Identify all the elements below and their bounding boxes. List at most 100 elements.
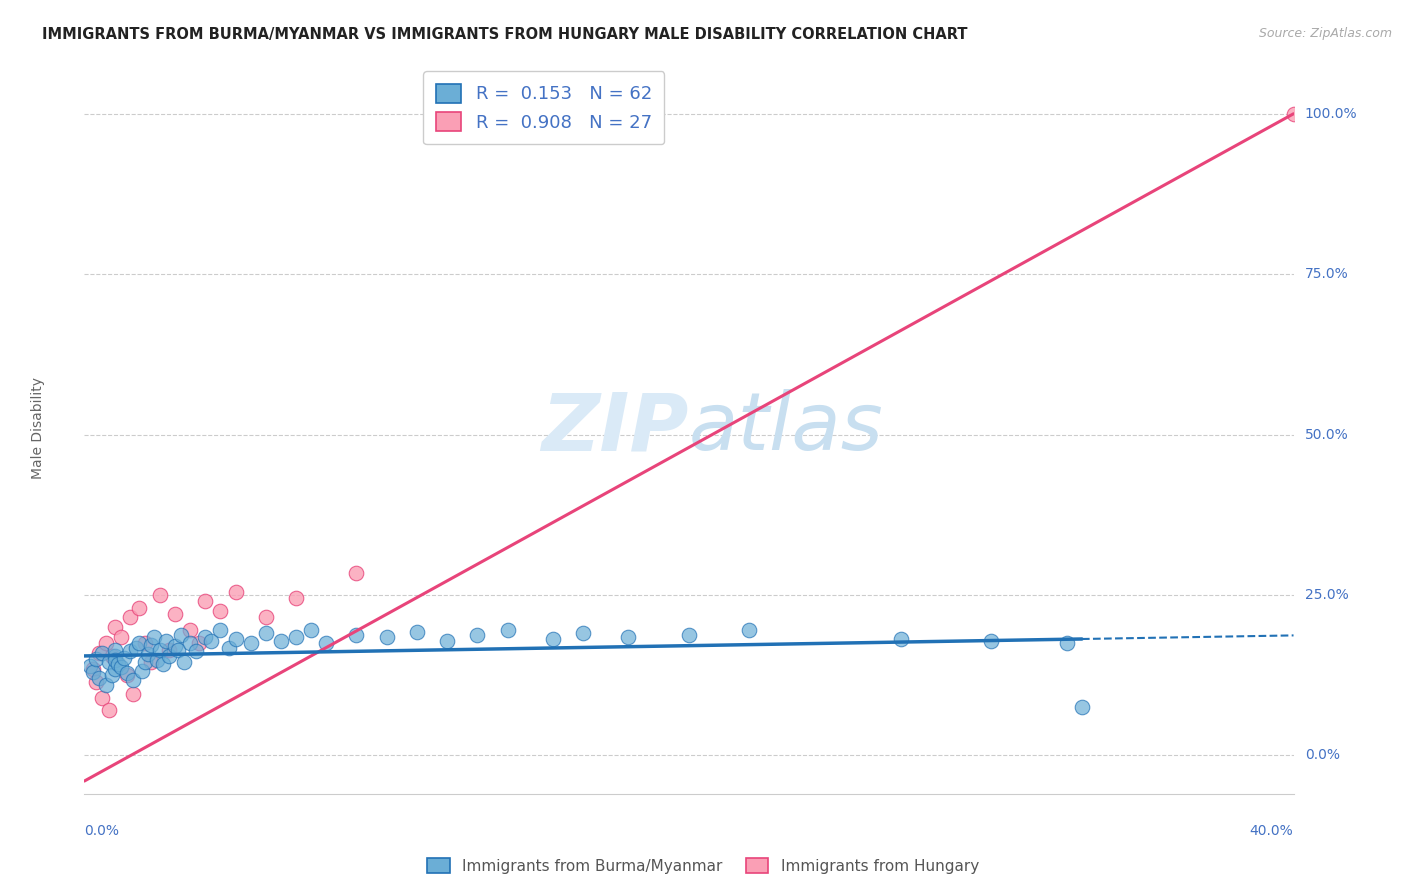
Text: 0.0%: 0.0% xyxy=(84,824,120,838)
Point xyxy=(128,636,150,650)
Point xyxy=(572,626,595,640)
Point xyxy=(188,636,211,650)
Point xyxy=(134,656,156,670)
Text: 40.0%: 40.0% xyxy=(1250,824,1294,838)
Point xyxy=(100,648,122,663)
Point xyxy=(225,584,247,599)
Point xyxy=(136,647,159,661)
Point xyxy=(104,642,127,657)
Point xyxy=(406,625,429,640)
Point xyxy=(1282,107,1305,121)
Point xyxy=(157,642,180,657)
Point xyxy=(163,640,186,654)
Point xyxy=(104,662,127,676)
Point xyxy=(131,664,153,678)
Point xyxy=(155,634,177,648)
Point xyxy=(107,657,129,672)
Point xyxy=(94,678,117,692)
Point xyxy=(104,653,127,667)
Point xyxy=(209,604,232,618)
Text: 0.0%: 0.0% xyxy=(1305,748,1340,763)
Point xyxy=(125,640,148,655)
Point xyxy=(179,636,201,650)
Point xyxy=(541,632,564,646)
Point xyxy=(167,642,190,657)
Point xyxy=(139,656,162,670)
Point xyxy=(179,624,201,638)
Point xyxy=(110,660,132,674)
Point xyxy=(617,630,640,644)
Point xyxy=(121,673,143,687)
Point xyxy=(121,688,143,702)
Legend: Immigrants from Burma/Myanmar, Immigrants from Hungary: Immigrants from Burma/Myanmar, Immigrant… xyxy=(420,852,986,880)
Point xyxy=(218,640,240,655)
Point xyxy=(209,624,232,638)
Point xyxy=(436,634,458,648)
Point xyxy=(104,620,127,634)
Point xyxy=(284,591,308,606)
Text: 100.0%: 100.0% xyxy=(1305,107,1357,120)
Point xyxy=(315,636,337,650)
Point xyxy=(149,588,172,602)
Text: 50.0%: 50.0% xyxy=(1305,427,1348,442)
Point xyxy=(173,656,195,670)
Point xyxy=(86,652,108,666)
Point xyxy=(104,648,127,663)
Text: atlas: atlas xyxy=(689,389,884,467)
Point xyxy=(254,626,277,640)
Point xyxy=(118,610,141,624)
Point xyxy=(270,634,292,648)
Point xyxy=(375,630,398,644)
Text: ZIP: ZIP xyxy=(541,389,689,467)
Point xyxy=(97,703,120,717)
Point xyxy=(86,674,108,689)
Point xyxy=(346,628,368,642)
Point xyxy=(157,648,180,663)
Point xyxy=(284,630,308,644)
Point xyxy=(299,624,322,638)
Text: Source: ZipAtlas.com: Source: ZipAtlas.com xyxy=(1258,27,1392,40)
Point xyxy=(115,668,138,682)
Point xyxy=(139,638,162,652)
Point xyxy=(89,646,111,660)
Point xyxy=(97,656,120,670)
Point xyxy=(146,653,169,667)
Point xyxy=(254,610,277,624)
Point xyxy=(678,628,700,642)
Point xyxy=(186,644,208,658)
Point xyxy=(128,600,150,615)
Text: Male Disability: Male Disability xyxy=(31,377,45,479)
Point xyxy=(346,566,368,580)
Point xyxy=(134,636,156,650)
Point xyxy=(118,644,141,658)
Point xyxy=(1056,636,1078,650)
Point xyxy=(149,642,172,657)
Point xyxy=(82,662,104,676)
Point xyxy=(980,634,1002,648)
Point xyxy=(94,636,117,650)
Point xyxy=(738,624,761,638)
Point xyxy=(194,630,217,644)
Point xyxy=(200,634,222,648)
Text: 25.0%: 25.0% xyxy=(1305,588,1348,602)
Point xyxy=(89,672,111,686)
Point xyxy=(170,628,193,642)
Point xyxy=(110,630,132,644)
Point xyxy=(1071,700,1094,714)
Point xyxy=(100,668,122,682)
Point xyxy=(194,594,217,608)
Point xyxy=(91,690,114,705)
Point xyxy=(91,646,114,660)
Point xyxy=(467,628,489,642)
Text: IMMIGRANTS FROM BURMA/MYANMAR VS IMMIGRANTS FROM HUNGARY MALE DISABILITY CORRELA: IMMIGRANTS FROM BURMA/MYANMAR VS IMMIGRA… xyxy=(42,27,967,42)
Point xyxy=(82,665,104,679)
Point xyxy=(79,658,101,673)
Point xyxy=(115,666,138,681)
Point xyxy=(239,636,262,650)
Text: 75.0%: 75.0% xyxy=(1305,268,1348,281)
Point xyxy=(496,624,519,638)
Point xyxy=(152,657,174,672)
Point xyxy=(890,632,912,646)
Point xyxy=(163,607,186,622)
Point xyxy=(142,630,165,644)
